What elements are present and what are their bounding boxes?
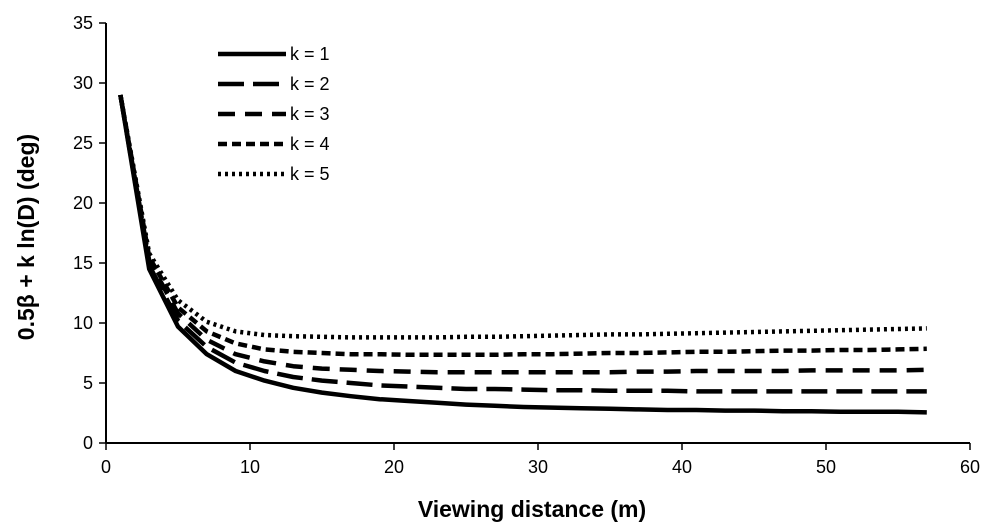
series-line-k4 [118, 94, 927, 358]
y-axis-title: 0.5β + k ln(D) (deg) [13, 134, 39, 340]
series-line-k2 [118, 94, 927, 394]
legend-label-k5: k = 5 [290, 164, 330, 184]
series-lines [118, 94, 927, 415]
x-tick-label: 20 [384, 457, 404, 477]
series-line-k1 [118, 94, 927, 415]
y-tick-label: 30 [73, 73, 93, 93]
x-tick-label: 0 [101, 457, 111, 477]
y-tick-label: 0 [83, 433, 93, 453]
legend-label-k2: k = 2 [290, 74, 330, 94]
y-tick-label: 5 [83, 373, 93, 393]
y-axis-ticks: 0 5 10 15 20 25 30 35 [73, 13, 106, 453]
y-tick-label: 20 [73, 193, 93, 213]
legend-label-k4: k = 4 [290, 134, 330, 154]
legend-label-k3: k = 3 [290, 104, 330, 124]
x-axis-ticks: 0 10 20 30 40 50 60 [101, 443, 980, 477]
x-tick-label: 40 [672, 457, 692, 477]
x-tick-label: 30 [528, 457, 548, 477]
x-tick-label: 60 [960, 457, 980, 477]
y-tick-label: 15 [73, 253, 93, 273]
y-tick-label: 25 [73, 133, 93, 153]
y-tick-label: 10 [73, 313, 93, 333]
x-tick-label: 50 [816, 457, 836, 477]
series-line-k5 [118, 94, 927, 340]
x-axis-title: Viewing distance (m) [418, 496, 646, 522]
x-tick-label: 10 [240, 457, 260, 477]
legend-label-k1: k = 1 [290, 44, 330, 64]
y-tick-label: 35 [73, 13, 93, 33]
plot-area: 0 5 10 15 20 25 30 35 0 10 20 30 40 50 60 [73, 13, 980, 477]
legend: k = 1 k = 2 k = 3 k = 4 k = 5 [218, 44, 330, 184]
